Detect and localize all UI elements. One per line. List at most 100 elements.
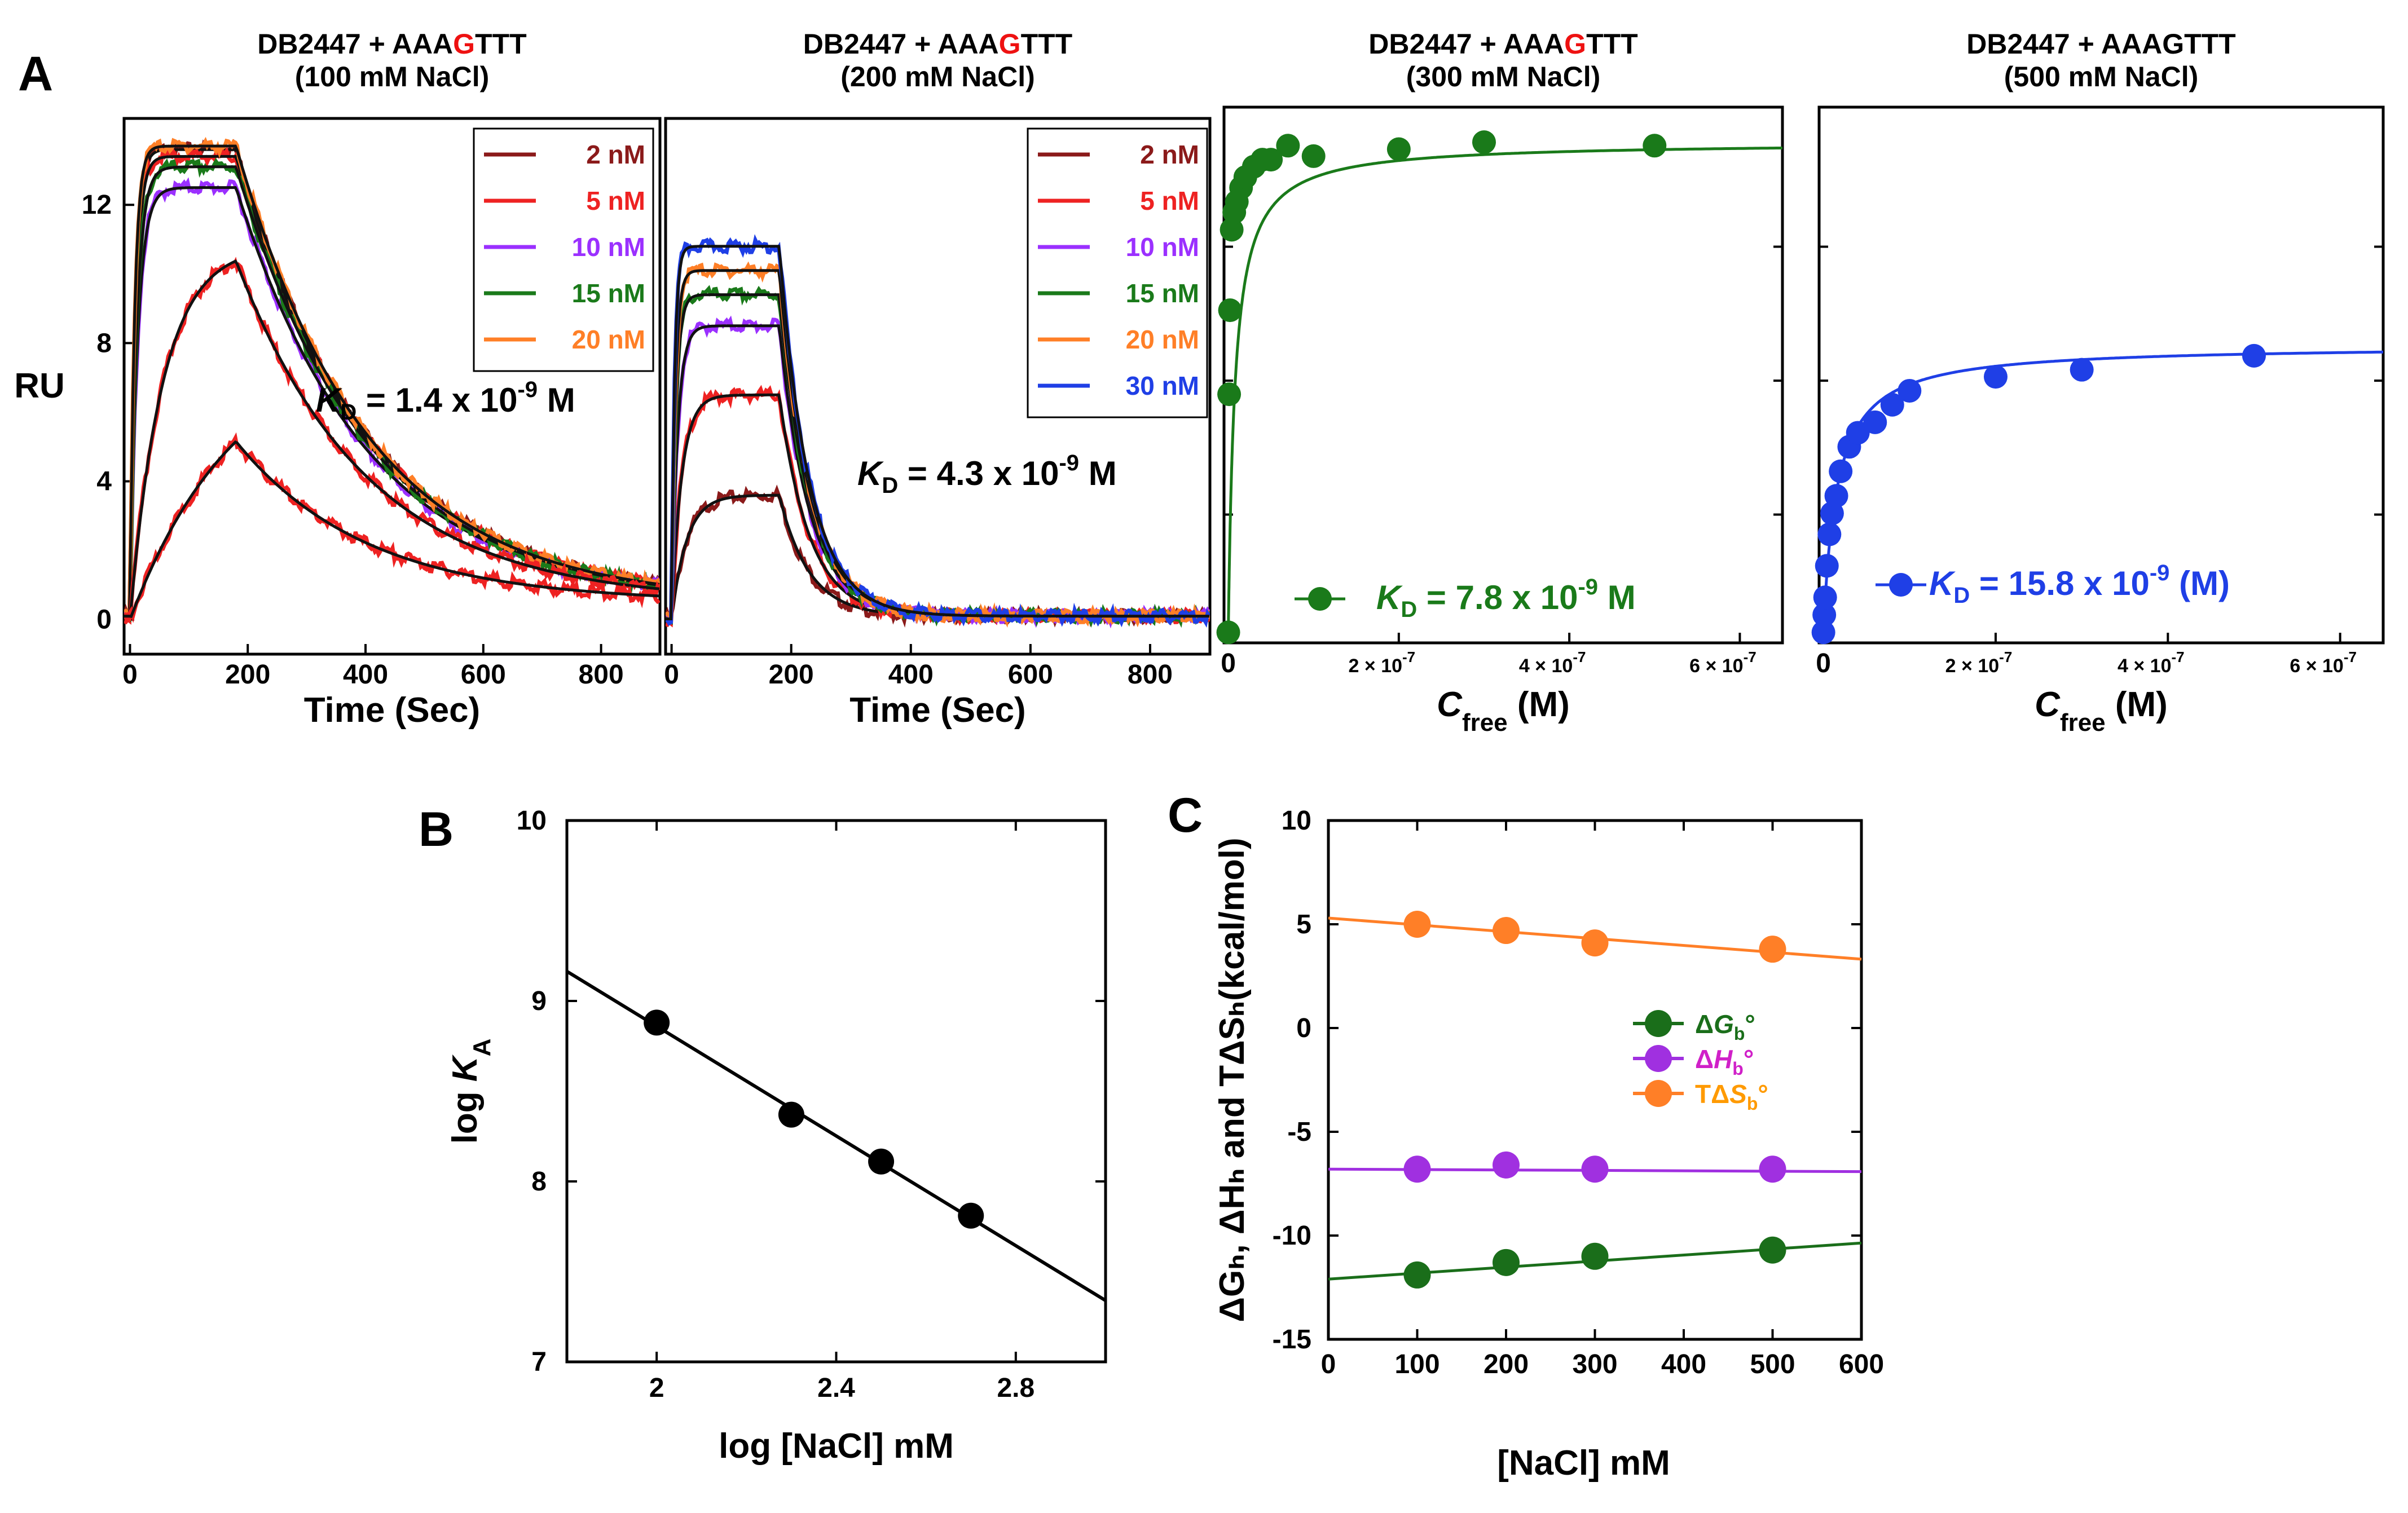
title-highlight: G <box>999 28 1021 60</box>
x-tick-label-C: 400 <box>1661 1349 1706 1379</box>
x-tick-label-A4: 4 × 10-7 <box>2118 649 2185 677</box>
chart-title-A2-line1: DB2447 + AAAGTTT <box>803 28 1072 60</box>
x-axis-label-C: [NaCl] mM <box>1497 1444 1670 1483</box>
x-axis-subscript: free <box>1462 709 1508 736</box>
x-tick-label-C: 600 <box>1839 1349 1884 1379</box>
kd-value: = 7.8 x 10 <box>1417 579 1578 616</box>
kd-exponent: -9 <box>1578 575 1598 599</box>
x-tick-label-C: 0 <box>1321 1349 1336 1379</box>
legend-degree: ° <box>1744 1044 1754 1074</box>
legend-label-A1: 10 nM <box>572 232 645 262</box>
tick-mantissa: 6 × 10 <box>1689 655 1743 677</box>
y-axis-subscript: A <box>468 1039 496 1057</box>
chart-title-A4-line1: DB2447 + AAAGTTT <box>1966 28 2235 60</box>
y-tick-label-C: -5 <box>1287 1117 1311 1147</box>
x-tick-label-A3: 4 × 10-7 <box>1519 649 1586 677</box>
legend-A2 <box>1027 127 1208 418</box>
kd-label-A3: KD = 7.8 x 10-9 M <box>1376 575 1636 622</box>
kd-value: = 15.8 x 10 <box>1970 564 2150 602</box>
data-point-A4 <box>2242 343 2266 368</box>
x-tick-label-A3: 2 × 10-7 <box>1349 649 1416 677</box>
title-suffix: TTT <box>1021 28 1073 60</box>
data-point-C <box>1403 1261 1431 1289</box>
y-tick-label-B: 8 <box>531 1167 547 1197</box>
data-point-C <box>1493 1151 1520 1179</box>
x-tick-label-A2: 0 <box>664 660 679 690</box>
data-point-A4 <box>1829 459 1853 483</box>
data-point-A3 <box>1218 298 1242 323</box>
legend-subscript: b <box>1747 1093 1758 1114</box>
legend-marker-A3 <box>1308 587 1332 611</box>
data-point-C <box>1759 936 1786 963</box>
kd-exponent: -9 <box>517 377 538 402</box>
x-tick-label-A1: 200 <box>225 660 270 690</box>
x-tick-label-A3: 0 <box>1221 649 1236 678</box>
y-tick-label-B: 7 <box>531 1347 547 1377</box>
legend-marker-C <box>1645 1010 1672 1037</box>
x-tick-label-A1: 600 <box>461 660 506 690</box>
kd-subscript: D <box>882 473 898 498</box>
legend-prefix: Δ <box>1695 1009 1714 1039</box>
kd-exponent: -9 <box>2150 561 2170 585</box>
data-point-A4 <box>1811 620 1835 645</box>
panel-label-b: B <box>419 802 454 857</box>
data-point-A4 <box>1880 392 1904 417</box>
title-prefix: DB2447 + AAA <box>803 28 999 60</box>
y-axis-symbol: K <box>446 1054 485 1082</box>
kd-symbol: K <box>316 381 342 419</box>
x-tick-label-A1: 800 <box>579 660 624 690</box>
x-axis-label-B: log [NaCl] mM <box>719 1427 954 1466</box>
title-suffix: GTTT <box>2162 28 2236 60</box>
plot-frame-A3 <box>1222 105 1784 645</box>
y-tick-label-C: 10 <box>1282 806 1311 836</box>
fit-line-A1 <box>124 440 660 619</box>
series-group-A1 <box>124 136 660 625</box>
tick-mantissa: 0 <box>1221 649 1236 678</box>
x-tick-label-A3: 6 × 10-7 <box>1689 649 1757 677</box>
legend-degree: ° <box>1758 1079 1768 1109</box>
x-tick-label-B: 2.4 <box>817 1373 855 1403</box>
y-tick-label-A1: 0 <box>96 605 112 635</box>
kd-unit: M <box>1598 579 1636 616</box>
legend-subscript: b <box>1734 1024 1745 1044</box>
chart-title-A2-line2: (200 mM NaCl) <box>840 61 1035 92</box>
data-point-A4 <box>1824 484 1848 508</box>
legend-label-C: ΔGb° <box>1695 1009 1755 1044</box>
fit-line-A2 <box>666 393 1209 620</box>
x-axis-label-A3: Cfree (M) <box>1437 685 1570 736</box>
data-point-A3 <box>1259 148 1283 172</box>
legend-label-C: ΔHb° <box>1695 1044 1754 1079</box>
tick-exponent: -7 <box>1402 649 1415 665</box>
title-prefix: DB2447 + AAA <box>1368 28 1564 60</box>
x-axis-label-A1: Time (Sec) <box>304 691 480 730</box>
chart-title-A1-line1: DB2447 + AAAGTTT <box>257 28 526 60</box>
legend-symbol: G <box>1714 1009 1734 1039</box>
data-point-A4 <box>2070 358 2094 382</box>
tick-exponent: -7 <box>1744 649 1757 665</box>
data-point-A3 <box>1217 382 1242 407</box>
x-tick-label-A4: 0 <box>1816 649 1831 678</box>
x-tick-label-B: 2.8 <box>997 1373 1034 1403</box>
tick-mantissa: 0 <box>1816 649 1831 678</box>
x-tick-label-A2: 400 <box>888 660 934 690</box>
y-axis-log: log <box>446 1082 485 1144</box>
series-line-A2-2 nM <box>666 484 1210 628</box>
tick-mantissa: 2 × 10 <box>1349 655 1402 677</box>
legend-prefix: Δ <box>1695 1044 1714 1074</box>
panel-label-a: A <box>18 47 53 101</box>
x-tick-label-A1: 400 <box>343 660 388 690</box>
fit-line-A1 <box>124 144 660 618</box>
chart-title-A4-line2: (500 mM NaCl) <box>2004 61 2199 92</box>
legend-label-A1: 20 nM <box>572 325 645 354</box>
data-point-B <box>868 1148 895 1175</box>
y-tick-label-C: 0 <box>1296 1013 1311 1043</box>
legend-label-A1: 2 nM <box>586 140 645 169</box>
kd-symbol: K <box>857 455 884 492</box>
kd-symbol: K <box>1376 579 1403 616</box>
legend-label-A2: 2 nM <box>1140 140 1199 169</box>
plot-frame-A1 <box>122 117 662 656</box>
data-point-A4 <box>1898 378 1922 403</box>
x-axis-label-A4: Cfree (M) <box>2035 685 2168 736</box>
y-axis-label-A1: RU <box>14 367 65 405</box>
